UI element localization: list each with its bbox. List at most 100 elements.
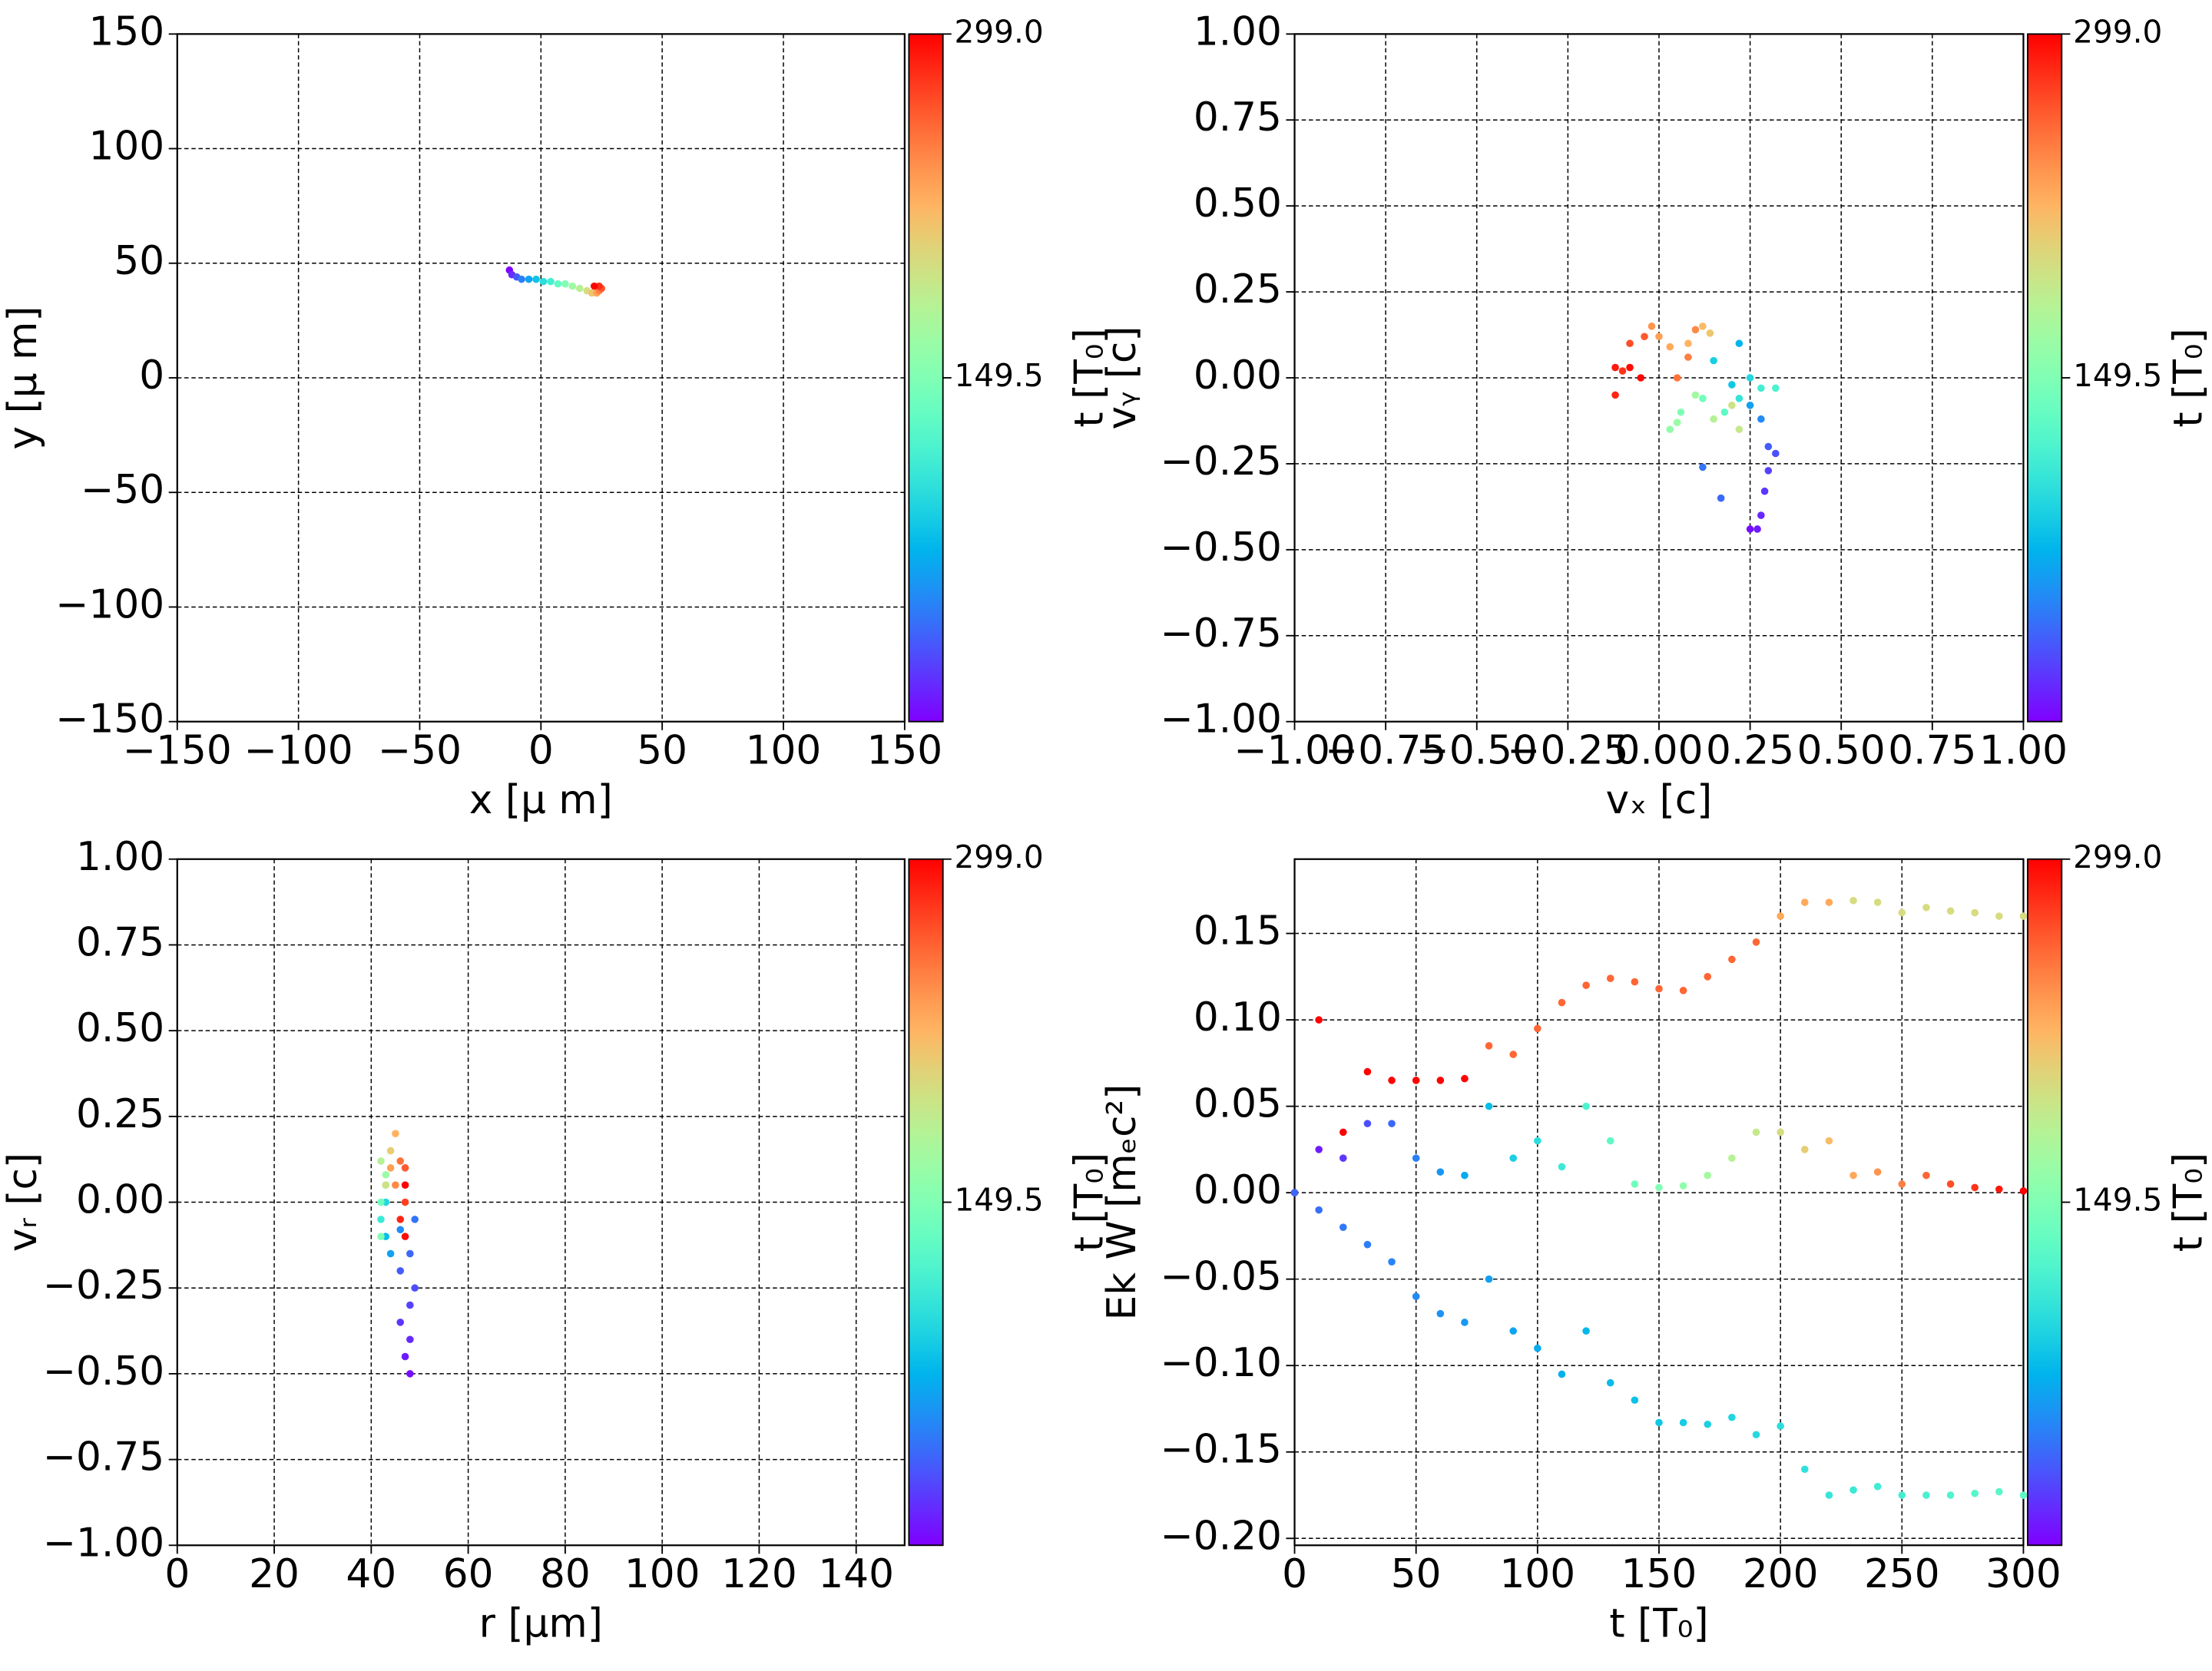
x-tick-label: 50 bbox=[637, 727, 687, 773]
x-tick-label: −0.50 bbox=[1416, 727, 1538, 773]
y-tick-label: −0.50 bbox=[1161, 524, 1282, 571]
scatter-point bbox=[401, 1233, 409, 1241]
scatter-point bbox=[386, 1249, 395, 1258]
y-tick-label: −1.00 bbox=[1161, 697, 1282, 743]
y-tick-label: −0.25 bbox=[43, 1262, 164, 1309]
y-tick-label: 0.15 bbox=[1194, 908, 1282, 955]
colorbar bbox=[908, 858, 944, 1547]
scatter-point bbox=[1655, 984, 1663, 993]
y-tick-label: 0.75 bbox=[76, 919, 164, 965]
y-tick-label: 50 bbox=[114, 238, 164, 284]
y-tick-label: −0.15 bbox=[1161, 1427, 1282, 1473]
scatter-point bbox=[1728, 955, 1736, 964]
x-tick-label: 250 bbox=[1864, 1551, 1940, 1597]
x-tick-label: 100 bbox=[1500, 1551, 1576, 1597]
scatter-point bbox=[1825, 1491, 1833, 1499]
colorbar-tick-label: 149.5 bbox=[2073, 357, 2162, 394]
scatter-point bbox=[1436, 1309, 1445, 1318]
y-tick-label: 0.25 bbox=[76, 1091, 164, 1137]
scatter-point bbox=[1684, 353, 1692, 361]
scatter-point bbox=[1746, 374, 1754, 382]
scatter-point bbox=[1699, 395, 1707, 402]
scatter-point bbox=[1772, 384, 1780, 392]
scatter-point bbox=[1777, 912, 1784, 920]
x-tick-label: 150 bbox=[1621, 1551, 1697, 1597]
colorbar-label: t [T₀] bbox=[1067, 328, 1113, 427]
scatter-point bbox=[1558, 998, 1566, 1007]
scatter-point bbox=[1720, 408, 1729, 416]
scatter-point bbox=[576, 284, 584, 293]
scatter-point bbox=[1710, 356, 1717, 365]
scatter-point bbox=[1849, 1486, 1857, 1494]
colorbar-label: t [T₀] bbox=[2165, 328, 2211, 427]
scatter-point bbox=[1706, 329, 1714, 337]
y-tick-label: 0.00 bbox=[1194, 352, 1282, 399]
scatter-point bbox=[1699, 323, 1707, 330]
y-tick-label: 0.00 bbox=[1194, 1167, 1282, 1213]
scatter-point bbox=[568, 282, 577, 290]
scatter-point bbox=[561, 280, 569, 288]
scatter-point bbox=[1618, 367, 1627, 375]
scatter-point bbox=[1388, 1258, 1396, 1266]
scatter-point bbox=[1971, 1183, 1979, 1192]
scatter-point bbox=[1946, 907, 1955, 915]
scatter-point bbox=[1655, 1183, 1663, 1192]
scatter-point bbox=[1485, 1275, 1493, 1283]
scatter-point bbox=[396, 1226, 405, 1234]
scatter-point bbox=[1898, 908, 1906, 917]
scatter-point bbox=[1800, 898, 1809, 906]
scatter-point bbox=[1606, 974, 1614, 982]
scatter-point bbox=[411, 1216, 419, 1223]
colorbar bbox=[2027, 33, 2063, 723]
colorbar-tick-label: 149.5 bbox=[2073, 1182, 2162, 1219]
x-tick-label: 300 bbox=[1985, 1551, 2061, 1597]
y-tick-label: −0.05 bbox=[1161, 1254, 1282, 1300]
scatter-point bbox=[1757, 384, 1765, 392]
scatter-point bbox=[1971, 908, 1979, 917]
scatter-point bbox=[386, 1147, 395, 1155]
scatter-point bbox=[1534, 1024, 1541, 1033]
scatter-point bbox=[1509, 1154, 1518, 1162]
y-tick-label: 0.05 bbox=[1194, 1081, 1282, 1127]
scatter-point bbox=[1637, 374, 1645, 382]
y-tick-label: −100 bbox=[55, 581, 164, 627]
scatter-point bbox=[1728, 1413, 1736, 1421]
colorbar bbox=[908, 33, 944, 723]
x-tick-label: −100 bbox=[244, 727, 353, 773]
y-tick-label: 100 bbox=[89, 124, 165, 170]
scatter-point bbox=[2019, 1187, 2028, 1195]
y-tick-label: 0 bbox=[139, 352, 164, 399]
x-axis-label: x [μ m] bbox=[469, 777, 613, 823]
scatter-point bbox=[1946, 1180, 1955, 1188]
scatter-point bbox=[1735, 425, 1743, 433]
scatter-point bbox=[1436, 1077, 1445, 1084]
scatter-point bbox=[1679, 1418, 1687, 1427]
scatter-point bbox=[1849, 896, 1857, 905]
y-tick-label: 150 bbox=[89, 8, 165, 55]
x-tick-label: 0 bbox=[164, 1551, 190, 1597]
scatter-point bbox=[406, 1249, 414, 1258]
scatter-point bbox=[1777, 1128, 1784, 1137]
scatter-point bbox=[1873, 898, 1882, 906]
scatter-point bbox=[1412, 1077, 1420, 1084]
scatter-point bbox=[1728, 402, 1736, 409]
y-tick-label: 0.50 bbox=[1194, 180, 1282, 227]
scatter-point bbox=[377, 1157, 385, 1165]
scatter-point bbox=[1534, 1344, 1541, 1352]
y-tick-label: −0.75 bbox=[1161, 610, 1282, 657]
scatter-point bbox=[1699, 463, 1707, 472]
scatter-point bbox=[1746, 525, 1754, 533]
scatter-point bbox=[1849, 1171, 1857, 1180]
scatter-point bbox=[1946, 1491, 1955, 1499]
scatter-point bbox=[1873, 1482, 1882, 1491]
scatter-point bbox=[406, 1335, 414, 1344]
y-tick-label: 0.25 bbox=[1194, 266, 1282, 313]
scatter-point bbox=[1606, 1378, 1614, 1387]
scatter-point bbox=[1764, 442, 1773, 451]
x-tick-label: 0.50 bbox=[1797, 727, 1886, 773]
colorbar bbox=[2027, 858, 2063, 1547]
y-tick-label: −0.50 bbox=[43, 1348, 164, 1395]
scatter-point bbox=[1898, 1180, 1906, 1188]
scatter-point bbox=[1631, 978, 1639, 986]
scatter-point bbox=[1752, 1128, 1760, 1137]
